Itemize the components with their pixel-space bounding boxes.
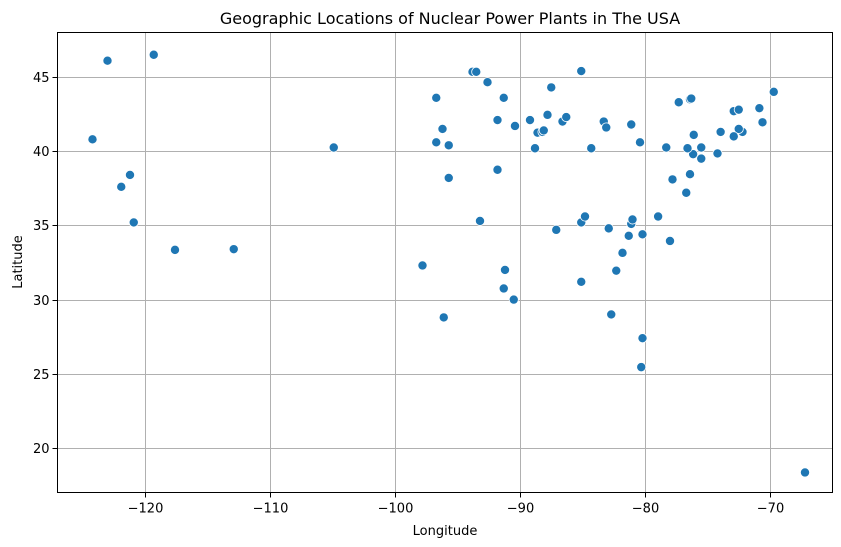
data-point [635,137,646,148]
data-point [508,294,519,305]
data-point [617,247,628,258]
data-point [611,265,622,276]
data-point [757,117,768,128]
data-point [637,333,648,344]
y-tick-label: 20 [33,442,50,457]
y-tick-label: 30 [33,294,50,309]
data-point [530,143,541,154]
data-point [499,264,510,275]
x-tick-label: −80 [632,502,659,517]
data-point [328,142,339,153]
data-point [482,77,493,88]
data-point [228,244,239,255]
data-point [688,129,699,140]
data-point [498,92,509,103]
data-point [627,214,638,225]
data-point [728,131,739,142]
y-tick-label: 45 [33,71,50,86]
data-point [551,224,562,235]
data-point [542,109,553,120]
data-point [733,104,744,115]
data-point [561,112,572,123]
data-point [538,125,549,136]
data-point [586,143,597,154]
x-tick-label: −120 [128,502,164,517]
y-tick-label: 40 [33,145,50,160]
data-point [125,169,136,180]
x-tick-label: −110 [253,502,289,517]
data-point [116,181,127,192]
data-point [685,169,696,180]
chart-title: Geographic Locations of Nuclear Power Pl… [220,9,680,28]
data-point [800,467,811,478]
data-point [686,93,697,104]
data-point [681,187,692,198]
data-point [102,55,113,66]
data-point [546,82,557,93]
data-point [682,143,693,154]
data-point [431,137,442,148]
data-point [87,134,98,145]
data-point [696,142,707,153]
data-point [169,244,180,255]
data-point [733,123,744,134]
data-point [525,115,536,126]
data-point [673,97,684,108]
x-axis-ticks: −120 −110 −100 −90 −80 −70 [128,492,784,517]
x-tick-label: −100 [378,502,414,517]
data-point [637,229,648,240]
y-axis-ticks: 20 25 30 35 40 45 [33,71,58,457]
data-point [661,142,672,153]
data-point [417,260,428,271]
x-tick-label: −90 [507,502,534,517]
y-axis-label: Latitude [11,235,26,289]
data-point [509,120,520,131]
y-tick-label: 35 [33,219,50,234]
x-tick-label: −70 [757,502,784,517]
data-point [712,148,723,159]
data-point [601,122,612,133]
data-point [492,115,503,126]
data-point [603,223,614,234]
data-point [471,66,482,77]
data-point [128,217,139,228]
data-point [636,362,647,373]
data-point [696,153,707,164]
data-point [653,211,664,222]
data-point [474,215,485,226]
data-point [492,164,503,175]
data-point [148,49,159,60]
y-tick-label: 25 [33,368,50,383]
data-point [768,86,779,97]
x-axis-label: Longitude [413,524,478,539]
data-point [443,140,454,151]
data-point [498,283,509,294]
data-point [431,92,442,103]
data-point [580,211,591,222]
data-point [437,123,448,134]
data-point [754,103,765,114]
data-point [438,312,449,323]
data-point [715,126,726,137]
data-point [606,309,617,320]
plot-area-frame [57,32,833,493]
data-point [443,172,454,183]
data-point [623,230,634,241]
data-point [576,276,587,287]
data-point [667,174,678,185]
data-point [576,66,587,77]
data-points [87,49,811,478]
data-point [626,119,637,130]
data-point [665,235,676,246]
grid-lines [57,32,833,493]
